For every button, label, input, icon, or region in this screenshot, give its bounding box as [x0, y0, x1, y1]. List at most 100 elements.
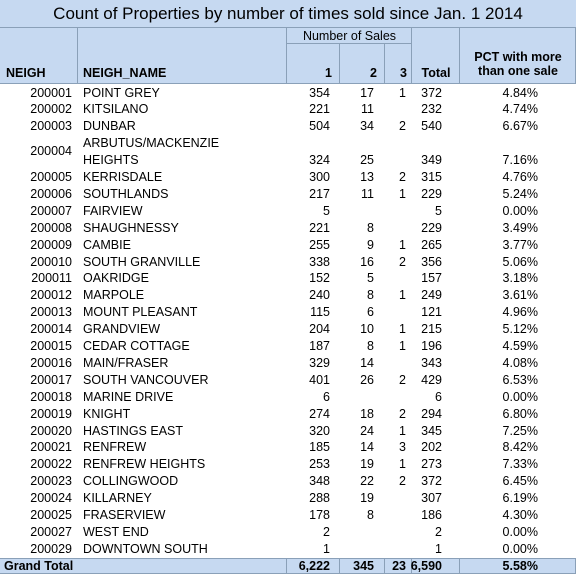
neigh-code: 200020	[30, 423, 72, 438]
neigh-code: 200005	[30, 170, 72, 184]
neigh-name: MARPOLE	[83, 288, 145, 303]
count-cell: 185	[309, 440, 330, 455]
count-cell: 1	[399, 288, 406, 303]
neigh-name: CAMBIE	[83, 237, 131, 252]
neigh-name: CEDAR COTTAGE	[83, 339, 190, 353]
count-cell: 274	[309, 406, 330, 421]
count-cell: 26	[360, 372, 374, 387]
column-header: NEIGH_NAME	[83, 66, 167, 80]
count-cell: 1	[399, 339, 406, 353]
neigh-code: 200022	[30, 457, 72, 472]
neigh-code: 200003	[30, 119, 72, 134]
count-cell: 315	[421, 170, 442, 184]
total-cell-value: 23	[392, 558, 406, 573]
neigh-name: RENFREW HEIGHTS	[83, 457, 206, 472]
column-header: Total	[421, 66, 451, 80]
neigh-name: KNIGHT	[83, 406, 131, 421]
count-cell: 5	[367, 271, 374, 286]
count-cell: 16	[360, 254, 374, 269]
count-cell: 1	[323, 541, 330, 556]
count-cell: 14	[360, 440, 374, 455]
count-cell: 11	[361, 102, 374, 117]
count-cell: 8	[367, 220, 374, 235]
pct-cell: 4.84%	[502, 85, 538, 100]
count-cell: 288	[309, 491, 330, 506]
neigh-name: DUNBAR	[83, 119, 136, 134]
neigh-code: 200010	[30, 254, 72, 269]
pct-cell: 4.76%	[502, 170, 538, 184]
neigh-code: 200006	[30, 186, 72, 201]
neigh-name: FAIRVIEW	[83, 203, 143, 218]
total-cell	[412, 557, 460, 574]
neigh-code: 200004	[30, 144, 72, 159]
count-cell: 19	[360, 491, 374, 506]
header-cell	[460, 28, 576, 84]
group-header-cell	[287, 28, 412, 44]
count-cell: 249	[421, 288, 442, 303]
total-cell-value: 345	[353, 558, 374, 573]
neigh-code: 200021	[30, 440, 72, 455]
neigh-code: 200029	[30, 541, 72, 556]
count-cell: 2	[399, 372, 406, 387]
pct-cell: 8.42%	[502, 440, 538, 455]
count-cell: 229	[421, 186, 442, 201]
count-cell: 187	[309, 339, 330, 353]
count-cell: 17	[360, 85, 374, 100]
count-cell: 356	[421, 254, 442, 269]
count-cell: 1	[399, 457, 406, 472]
count-cell: 8	[367, 288, 374, 303]
count-cell: 6	[367, 305, 374, 320]
count-cell: 10	[360, 322, 374, 337]
pct-cell: 0.00%	[502, 524, 538, 539]
column-header: 1	[325, 66, 332, 80]
neigh-name: KILLARNEY	[83, 491, 152, 506]
count-cell: 3	[399, 440, 406, 455]
pct-cell: 4.30%	[502, 508, 538, 522]
count-cell: 320	[309, 423, 330, 438]
neigh-name: KITSILANO	[83, 102, 149, 117]
count-cell: 178	[309, 508, 330, 522]
count-cell: 14	[360, 355, 374, 370]
pct-cell: 0.00%	[502, 541, 538, 556]
column-header: NEIGH	[6, 66, 46, 80]
pct-cell: 5.24%	[502, 186, 538, 201]
neigh-name: MAIN/FRASER	[83, 355, 169, 370]
pct-cell: 5.06%	[502, 254, 538, 269]
neigh-code: 200023	[30, 474, 72, 489]
count-cell: 2	[323, 524, 330, 539]
neigh-code: 200015	[30, 339, 72, 353]
count-cell: 265	[421, 237, 442, 252]
count-cell: 196	[421, 339, 442, 353]
count-cell: 240	[309, 288, 330, 303]
count-cell: 2	[399, 170, 406, 184]
count-cell: 2	[399, 254, 406, 269]
count-cell: 255	[309, 237, 330, 252]
count-cell: 121	[421, 305, 442, 320]
count-cell: 221	[309, 102, 330, 117]
total-cell-value: 6,590	[410, 558, 442, 573]
pct-cell: 5.12%	[502, 322, 538, 337]
count-cell: 504	[309, 119, 330, 134]
pct-cell: 6.45%	[502, 474, 538, 489]
count-cell: 372	[421, 474, 442, 489]
neigh-code: 200019	[30, 406, 72, 421]
header-cell	[412, 28, 460, 84]
count-cell: 2	[399, 474, 406, 489]
count-cell: 8	[367, 508, 374, 522]
count-cell: 6	[435, 389, 442, 404]
count-cell: 1	[399, 237, 406, 252]
count-cell: 11	[361, 186, 374, 201]
count-cell: 186	[421, 508, 442, 522]
count-cell: 19	[360, 457, 374, 472]
neigh-code: 200017	[30, 372, 72, 387]
neigh-name: GRANDVIEW	[83, 322, 161, 337]
count-cell: 307	[421, 491, 442, 506]
column-header: 3	[400, 66, 407, 80]
count-cell: 232	[421, 102, 442, 117]
neigh-code: 200011	[31, 271, 72, 286]
pct-cell: 4.08%	[502, 355, 538, 370]
count-cell: 1	[399, 85, 406, 100]
pct-cell: 3.49%	[502, 220, 538, 235]
count-cell: 115	[310, 305, 330, 320]
total-label: Grand Total	[4, 558, 74, 573]
